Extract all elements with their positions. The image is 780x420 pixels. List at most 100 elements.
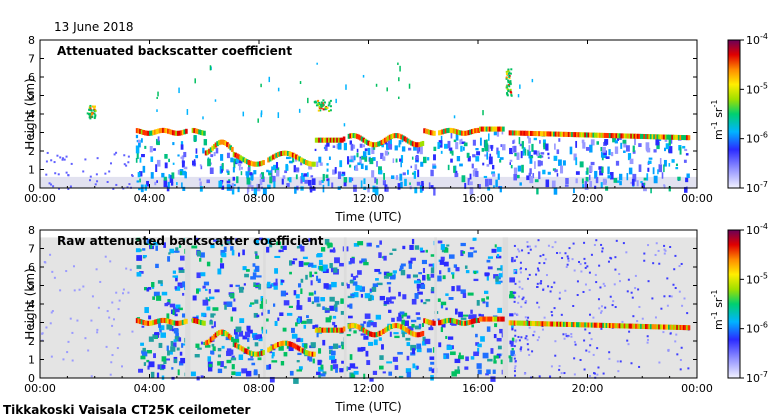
cloud-pixel: [442, 318, 446, 324]
aerosol-pixel: [430, 185, 434, 189]
noise-pixel: [148, 336, 154, 342]
cloud-pixel: [285, 150, 288, 156]
aerosol-pixel: [207, 158, 211, 167]
noise-pixel: [525, 300, 528, 303]
cloud-pixel: [314, 137, 318, 143]
noise-pixel: [306, 318, 313, 324]
cloud-pixel: [226, 332, 229, 338]
colorbar-label-base: m: [712, 129, 725, 140]
noise-pixel: [567, 257, 570, 260]
aerosol-pixel: [532, 173, 535, 179]
cloud-pixel: [674, 134, 678, 140]
noise-pixel: [674, 340, 677, 343]
noise-pixel: [293, 290, 297, 296]
cloud-pixel: [635, 133, 638, 139]
noise-pixel: [300, 288, 303, 295]
cloud-pixel: [367, 330, 371, 336]
aerosol-pixel: [392, 158, 395, 163]
cloud-pixel: [273, 343, 277, 349]
noise-pixel: [526, 277, 529, 280]
aerosol-pixel: [115, 183, 118, 186]
noise-pixel: [538, 336, 541, 339]
noise-pixel: [394, 365, 399, 370]
cloud-pixel: [355, 323, 359, 329]
cloud-pixel: [372, 142, 375, 148]
sparse-pixel: [156, 109, 158, 112]
noise-pixel: [429, 356, 436, 360]
noise-pixel: [666, 304, 669, 307]
noise-pixel: [347, 315, 353, 319]
noise-pixel: [252, 272, 257, 277]
aerosol-pixel: [670, 138, 673, 144]
noise-pixel: [108, 316, 111, 319]
aerosol-pixel: [195, 154, 199, 159]
cloud-pixel: [620, 133, 623, 139]
noise-pixel: [440, 256, 445, 261]
aerosol-pixel: [388, 143, 393, 150]
cloud-pixel: [301, 158, 305, 164]
noise-pixel: [136, 255, 143, 261]
cloud-pixel: [398, 323, 402, 329]
noise-pixel: [166, 345, 169, 351]
aerosol-pixel: [50, 159, 53, 162]
noise-pixel: [678, 290, 681, 293]
cloud-pixel: [245, 349, 249, 355]
aerosol-pixel: [353, 155, 356, 161]
aerosol-pixel: [314, 148, 317, 152]
aerosol-pixel: [245, 171, 250, 176]
aerosol-pixel: [575, 178, 578, 184]
noise-pixel: [521, 298, 524, 301]
noise-pixel: [467, 292, 474, 296]
cloud-pixel: [135, 318, 139, 324]
noise-pixel: [316, 331, 319, 338]
noise-pixel: [97, 306, 100, 309]
noise-pixel: [536, 301, 539, 304]
cloud-pixel: [232, 151, 236, 157]
aerosol-pixel: [551, 180, 556, 189]
cloud-pixel: [373, 332, 377, 338]
cloud-pixel: [543, 131, 546, 137]
noise-pixel: [674, 254, 677, 257]
cloud-pixel: [454, 318, 458, 324]
cloud-pixel: [648, 324, 651, 330]
aerosol-pixel: [341, 173, 345, 177]
cloud-pixel: [145, 130, 149, 136]
plume-pixel: [329, 99, 332, 102]
noise-pixel: [454, 369, 461, 374]
aerosol-pixel: [522, 148, 525, 156]
noise-pixel: [352, 281, 358, 286]
noise-pixel: [589, 344, 592, 347]
noise-pixel: [117, 308, 120, 311]
cloud-pixel: [364, 138, 367, 144]
noise-pixel: [383, 302, 387, 306]
cloud-pixel: [350, 133, 354, 139]
aerosol-pixel: [226, 180, 231, 184]
cloud-pixel: [648, 134, 651, 140]
noise-pixel: [514, 360, 517, 363]
cloud-pixel: [201, 320, 205, 326]
cloud-pixel: [516, 130, 520, 136]
plume-pixel: [89, 104, 92, 107]
noise-pixel: [50, 355, 53, 358]
aerosol-pixel: [653, 149, 657, 153]
aerosol-pixel: [419, 184, 423, 193]
noise-pixel: [558, 368, 561, 371]
noise-pixel: [250, 354, 254, 358]
noise-pixel: [62, 358, 65, 361]
aerosol-pixel: [582, 183, 585, 188]
aerosol-pixel: [376, 161, 378, 167]
aerosol-pixel: [89, 175, 92, 178]
colorbar: [727, 39, 741, 189]
aerosol-pixel: [663, 184, 666, 187]
cloud-pixel: [247, 349, 251, 355]
noise-pixel: [255, 255, 260, 259]
cloud-pixel: [209, 147, 213, 153]
noise-pixel: [663, 248, 666, 251]
noise-pixel: [170, 340, 174, 347]
noise-pixel: [53, 276, 56, 279]
cloud-pixel: [403, 326, 407, 332]
cloud-pixel: [176, 320, 180, 326]
noise-pixel: [476, 363, 482, 369]
cloud-pixel: [467, 320, 471, 326]
cloud-pixel: [649, 134, 653, 140]
